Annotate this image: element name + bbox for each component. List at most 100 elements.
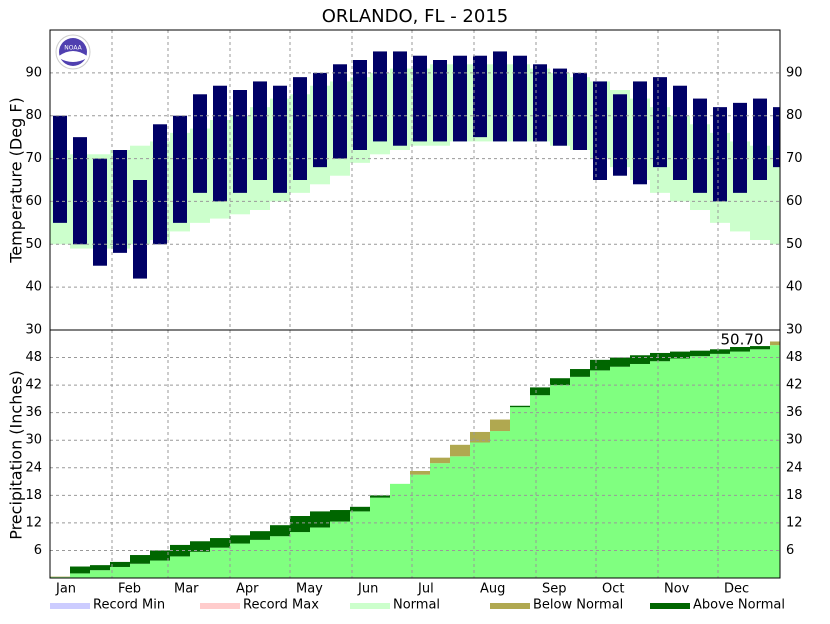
- above-normal: [230, 535, 250, 543]
- y-tick-label: 90: [25, 65, 42, 80]
- temperature-bar: [733, 103, 747, 193]
- x-tick-label: Apr: [236, 582, 259, 597]
- annotation: 50.70: [721, 331, 764, 349]
- temperature-bar: [133, 180, 147, 279]
- precip-area: [450, 456, 470, 578]
- below-normal: [470, 432, 490, 443]
- above-normal: [610, 358, 630, 367]
- y-tick-label: 50: [786, 237, 803, 252]
- y-tick-label: 6: [786, 543, 794, 558]
- precip-area: [750, 349, 770, 578]
- chart-title: ORLANDO, FL - 2015: [322, 6, 509, 27]
- precip-area: [350, 511, 370, 578]
- temperature-bar: [533, 64, 547, 141]
- y-tick-label: 36: [786, 405, 803, 420]
- below-normal: [490, 420, 510, 431]
- above-normal: [630, 355, 650, 364]
- precip-area: [610, 367, 630, 578]
- legend-swatch: [50, 603, 90, 609]
- x-tick-label: Aug: [480, 582, 505, 597]
- precipitation-plot: [50, 341, 790, 578]
- precip-area: [250, 540, 270, 578]
- precip-area: [310, 527, 330, 578]
- above-normal: [570, 369, 590, 377]
- legend-label: Normal: [393, 598, 440, 613]
- temperature-bar: [513, 56, 527, 142]
- precip-area: [630, 364, 650, 578]
- precip-area: [330, 522, 350, 578]
- precip-area: [590, 370, 610, 578]
- below-normal: [430, 458, 450, 464]
- y-tick-label: 30: [786, 433, 803, 448]
- above-normal: [130, 555, 150, 564]
- precip-area: [390, 484, 410, 578]
- y-tick-label: 36: [25, 405, 42, 420]
- temperature-bar: [753, 99, 767, 180]
- temperature-bar: [193, 94, 207, 193]
- y-tick-label: 70: [25, 151, 42, 166]
- y-tick-label: 24: [786, 460, 803, 475]
- y-tick-label: 42: [25, 378, 42, 393]
- legend-swatch: [350, 603, 390, 609]
- below-normal: [410, 471, 430, 475]
- temperature-plot: [50, 51, 790, 330]
- x-tick-label: Jul: [417, 582, 434, 597]
- x-tick-label: Sep: [542, 582, 567, 597]
- y-tick-label: 50: [25, 237, 42, 252]
- above-normal: [310, 511, 330, 527]
- temperature-bar: [333, 64, 347, 158]
- precip-area: [650, 361, 670, 578]
- temperature-bar: [633, 81, 647, 184]
- legend-label: Record Max: [243, 598, 319, 613]
- y-tick-label: 30: [25, 323, 42, 338]
- precip-area: [470, 443, 490, 578]
- temperature-bar: [653, 77, 667, 167]
- y-tick-label: 60: [25, 194, 42, 209]
- temperature-bar: [213, 86, 227, 202]
- y-tick-label: 80: [786, 108, 803, 123]
- temperature-bar: [453, 56, 467, 142]
- precip-area: [150, 561, 170, 578]
- temperature-bar: [413, 56, 427, 142]
- temperature-bar: [713, 107, 727, 201]
- y-tick-label: 18: [786, 488, 803, 503]
- temperature-bar: [373, 51, 387, 141]
- y-tick-label: 12: [786, 515, 803, 530]
- temperature-bar: [593, 81, 607, 180]
- x-tick-label: Oct: [602, 582, 624, 597]
- legend-label: Record Min: [93, 598, 165, 613]
- logo-text: NOAA: [64, 45, 82, 52]
- precip-area: [370, 498, 390, 578]
- y-tick-label: 18: [25, 488, 42, 503]
- x-tick-label: Feb: [118, 582, 141, 597]
- temperature-bar: [353, 60, 367, 150]
- x-tick-label: Jun: [357, 582, 378, 597]
- temperature-bar: [433, 60, 447, 141]
- temperature-bar: [173, 116, 187, 223]
- y-tick-label: 80: [25, 108, 42, 123]
- y-tick-label: 30: [786, 323, 803, 338]
- temperature-bar: [553, 69, 567, 146]
- x-tick-label: Jan: [55, 582, 76, 597]
- temperature-bar: [393, 51, 407, 145]
- above-normal: [510, 406, 530, 407]
- y-tick-label: 60: [786, 194, 803, 209]
- precip-area: [490, 431, 510, 578]
- temperature-bar: [313, 73, 327, 167]
- precip-area: [130, 564, 150, 578]
- temperature-bar: [53, 116, 67, 223]
- temperature-bar: [153, 124, 167, 244]
- y-tick-label: 24: [25, 460, 42, 475]
- legend-swatch: [490, 603, 530, 609]
- legend-label: Above Normal: [693, 598, 785, 613]
- y-tick-label: 42: [786, 378, 803, 393]
- above-normal: [290, 516, 310, 532]
- temperature-bar: [693, 99, 707, 193]
- above-normal: [90, 565, 110, 570]
- temperature-bar: [93, 159, 107, 266]
- y-tick-label: 40: [786, 280, 803, 295]
- above-normal: [270, 525, 290, 536]
- above-normal: [150, 550, 170, 560]
- precip-area: [410, 475, 430, 578]
